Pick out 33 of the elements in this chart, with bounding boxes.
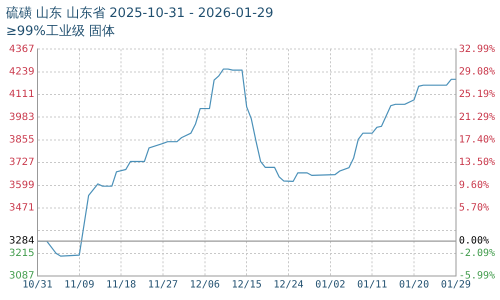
chart-subtitle: ≥99%工业级 固体 — [6, 24, 115, 39]
y-tick-label: 3727 — [8, 157, 34, 168]
y-tick-label: 4111 — [8, 89, 34, 100]
y2-tick-label: 29.08% — [458, 66, 495, 78]
y-tick-label: 4239 — [8, 66, 34, 78]
y-tick-label: 3284 — [8, 236, 34, 247]
x-tick-label: 11/18 — [106, 280, 136, 291]
x-tick-label: 01/29 — [440, 280, 471, 291]
y-tick-label: 4367 — [8, 44, 34, 55]
y-tick-label: 3855 — [8, 134, 34, 146]
x-tick-label: 01/20 — [398, 280, 430, 291]
y2-tick-label: 32.99% — [458, 44, 495, 55]
y2-tick-label: 21.29% — [458, 112, 495, 123]
x-tick-label: 12/24 — [273, 280, 304, 291]
x-tick-label: 01/11 — [357, 280, 388, 291]
x-tick-label: 11/27 — [148, 280, 178, 291]
y2-tick-label: 25.19% — [458, 89, 495, 100]
y2-tick-label: 17.40% — [458, 134, 495, 146]
y-tick-label: 3983 — [8, 112, 34, 123]
x-tick-label: 12/15 — [232, 280, 262, 291]
y-tick-label: 3599 — [8, 180, 34, 191]
x-tick-label: 11/09 — [64, 280, 94, 291]
x-tick-label: 01/02 — [315, 280, 346, 291]
chart-title: 硫磺 山东 山东省 2025-10-31 - 2026-01-29 — [6, 6, 274, 22]
y-tick-label: 3471 — [8, 202, 34, 214]
y2-tick-label: -2.09% — [458, 248, 495, 259]
y-tick-label: 3215 — [8, 248, 34, 259]
y2-tick-label: 9.60% — [458, 180, 489, 191]
x-tick-label: 10/31 — [22, 280, 53, 291]
y2-tick-label: 13.50% — [458, 157, 495, 168]
y2-tick-label: 5.70% — [458, 202, 489, 214]
x-tick-label: 12/06 — [190, 280, 220, 291]
y2-tick-label: 0.00% — [458, 236, 489, 247]
